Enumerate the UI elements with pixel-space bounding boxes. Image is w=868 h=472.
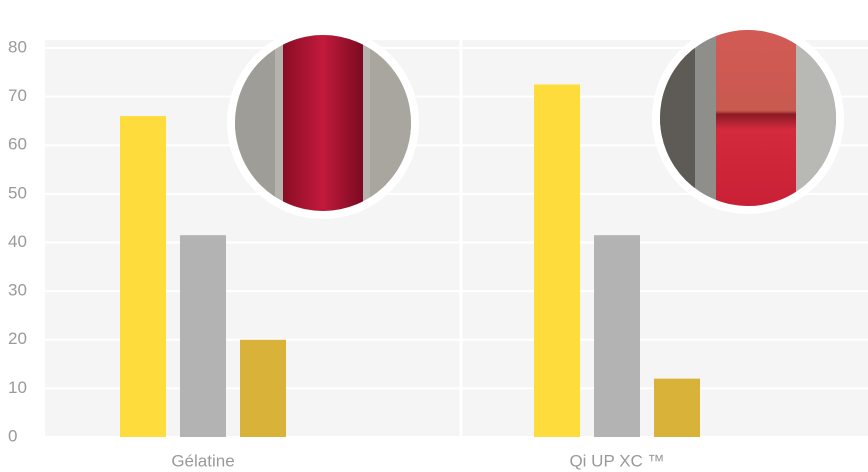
photo-gelatine	[227, 27, 419, 219]
y-tick-label: 0	[8, 426, 17, 445]
y-tick-label: 80	[8, 37, 27, 56]
y-tick-label: 10	[8, 378, 27, 397]
y-tick-label: 70	[8, 86, 27, 105]
y-tick-label: 50	[8, 183, 27, 202]
photo-qi-up	[652, 22, 844, 214]
bar	[594, 235, 640, 437]
bar	[240, 339, 286, 437]
bar	[120, 116, 166, 437]
y-tick-label: 30	[8, 281, 27, 300]
x-tick-label: Gélatine	[171, 451, 234, 470]
x-tick-label: Qi UP XC ™	[569, 451, 664, 470]
bars	[120, 84, 700, 437]
y-tick-label: 20	[8, 329, 27, 348]
y-tick-label: 40	[8, 232, 27, 251]
y-tick-label: 60	[8, 135, 27, 154]
bar	[180, 235, 226, 437]
bar	[654, 378, 700, 437]
bar	[534, 84, 580, 437]
